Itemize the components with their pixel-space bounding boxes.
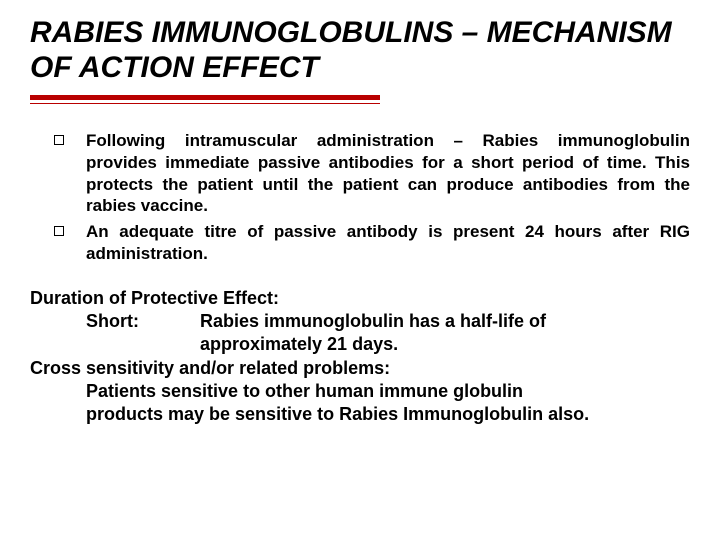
- slide-title: RABIES IMMUNOGLOBULINS – MECHANISM OF AC…: [30, 16, 690, 85]
- duration-heading: Duration of Protective Effect:: [30, 287, 690, 310]
- slide: RABIES IMMUNOGLOBULINS – MECHANISM OF AC…: [0, 0, 720, 540]
- cross-sensitivity-line1: Patients sensitive to other human immune…: [30, 380, 690, 403]
- title-underline: [30, 95, 690, 104]
- rule-thin: [30, 103, 380, 104]
- rule-thick: [30, 95, 380, 100]
- lower-text-block: Duration of Protective Effect: Short: Ra…: [30, 287, 690, 427]
- bullet-item: An adequate titre of passive antibody is…: [86, 221, 690, 265]
- bullet-list: Following intramuscular administration –…: [30, 130, 690, 265]
- cross-sensitivity-heading: Cross sensitivity and/or related problem…: [30, 357, 690, 380]
- short-label: Short:: [86, 310, 200, 333]
- duration-short-line1: Short: Rabies immunoglobulin has a half-…: [30, 310, 690, 333]
- duration-short-line2: approximately 21 days.: [30, 333, 690, 356]
- bullet-item: Following intramuscular administration –…: [86, 130, 690, 217]
- cross-sensitivity-line2: products may be sensitive to Rabies Immu…: [30, 403, 690, 426]
- short-text: Rabies immunoglobulin has a half-life of: [200, 310, 546, 333]
